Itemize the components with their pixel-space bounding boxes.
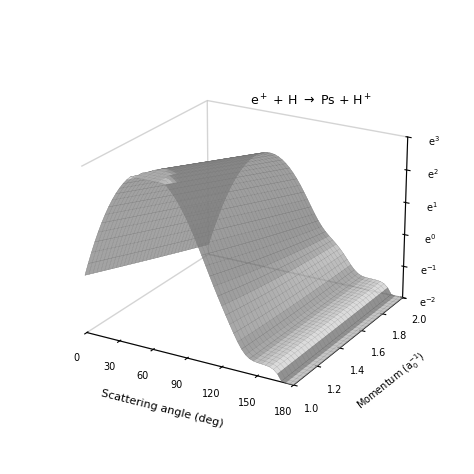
X-axis label: Scattering angle (deg): Scattering angle (deg) <box>100 389 224 429</box>
Y-axis label: Momentum (a$_0^{-1}$): Momentum (a$_0^{-1}$) <box>354 348 430 414</box>
Text: e$^+$ + H $\rightarrow$ Ps + H$^+$: e$^+$ + H $\rightarrow$ Ps + H$^+$ <box>250 93 372 109</box>
